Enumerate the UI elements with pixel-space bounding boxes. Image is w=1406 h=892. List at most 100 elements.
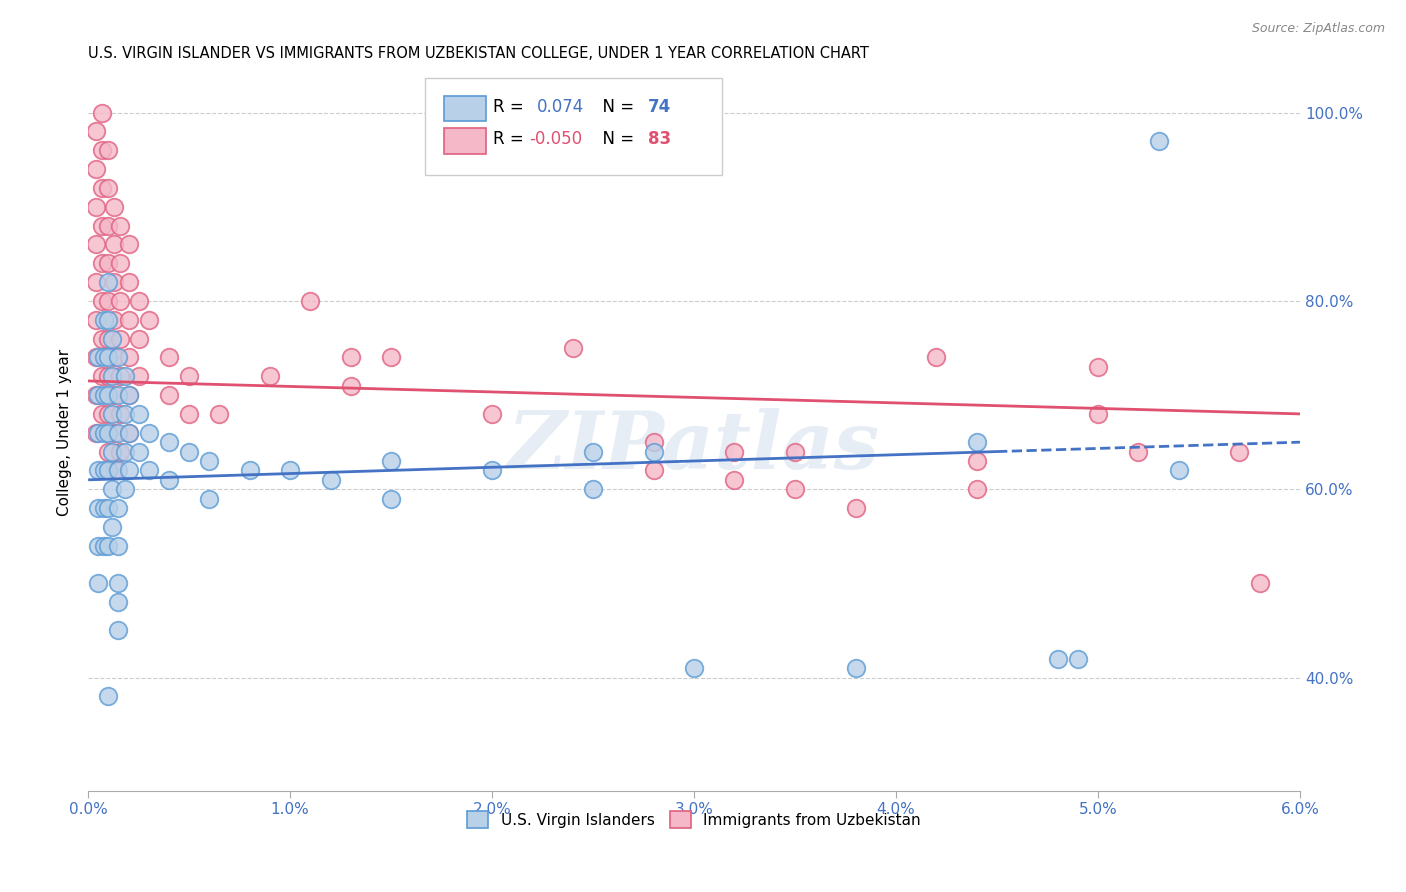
Point	[380, 351, 402, 365]
Y-axis label: College, Under 1 year: College, Under 1 year	[58, 349, 72, 516]
Point	[103, 425, 125, 440]
Point	[97, 293, 120, 308]
Point	[128, 369, 150, 384]
Point	[380, 491, 402, 506]
Point	[93, 388, 115, 402]
Point	[110, 256, 132, 270]
Text: U.S. VIRGIN ISLANDER VS IMMIGRANTS FROM UZBEKISTAN COLLEGE, UNDER 1 YEAR CORRELA: U.S. VIRGIN ISLANDER VS IMMIGRANTS FROM …	[89, 46, 869, 62]
Point	[481, 407, 503, 421]
Text: N =: N =	[592, 98, 640, 116]
Point	[110, 219, 132, 233]
Point	[97, 501, 120, 516]
Point	[87, 425, 110, 440]
Point	[198, 454, 221, 468]
Point	[103, 351, 125, 365]
Point	[643, 463, 665, 477]
Point	[97, 690, 120, 704]
Point	[259, 369, 281, 384]
Point	[91, 332, 114, 346]
Point	[101, 444, 124, 458]
Point	[114, 407, 136, 421]
Point	[97, 332, 120, 346]
Point	[107, 624, 129, 638]
Point	[107, 351, 129, 365]
Point	[91, 293, 114, 308]
Point	[117, 275, 139, 289]
Point	[114, 444, 136, 458]
Point	[117, 237, 139, 252]
Point	[97, 463, 120, 477]
Point	[84, 200, 107, 214]
Point	[208, 407, 231, 421]
Point	[84, 124, 107, 138]
Point	[845, 661, 868, 675]
Point	[97, 388, 120, 402]
Point	[84, 237, 107, 252]
Point	[117, 388, 139, 402]
Point	[339, 351, 361, 365]
Point	[91, 143, 114, 157]
Point	[97, 256, 120, 270]
Point	[380, 454, 402, 468]
Point	[114, 369, 136, 384]
Point	[128, 332, 150, 346]
Point	[103, 275, 125, 289]
Point	[723, 444, 745, 458]
Point	[278, 463, 301, 477]
Point	[97, 369, 120, 384]
Point	[966, 482, 988, 496]
Point	[114, 482, 136, 496]
Point	[97, 181, 120, 195]
Legend: U.S. Virgin Islanders, Immigrants from Uzbekistan: U.S. Virgin Islanders, Immigrants from U…	[461, 805, 927, 835]
Point	[101, 369, 124, 384]
Text: N =: N =	[592, 130, 640, 148]
Point	[1067, 652, 1090, 666]
Point	[103, 463, 125, 477]
Point	[97, 407, 120, 421]
Point	[117, 463, 139, 477]
Point	[87, 351, 110, 365]
Point	[582, 482, 605, 496]
Point	[93, 351, 115, 365]
Point	[723, 473, 745, 487]
Point	[179, 444, 201, 458]
Point	[107, 595, 129, 609]
FancyBboxPatch shape	[444, 128, 485, 153]
Point	[1249, 576, 1271, 591]
Point	[198, 491, 221, 506]
Point	[97, 425, 120, 440]
Point	[110, 332, 132, 346]
Point	[643, 444, 665, 458]
Point	[783, 482, 806, 496]
Text: 74: 74	[648, 98, 671, 116]
Point	[157, 435, 180, 450]
Point	[87, 463, 110, 477]
Point	[101, 482, 124, 496]
Point	[97, 539, 120, 553]
Text: ZIPatlas: ZIPatlas	[508, 409, 880, 486]
Point	[117, 351, 139, 365]
Point	[110, 293, 132, 308]
Point	[138, 312, 160, 326]
Point	[97, 219, 120, 233]
Point	[157, 351, 180, 365]
Point	[101, 520, 124, 534]
Point	[299, 293, 322, 308]
FancyBboxPatch shape	[444, 95, 485, 121]
Point	[117, 388, 139, 402]
Point	[1046, 652, 1069, 666]
Point	[87, 501, 110, 516]
Point	[93, 425, 115, 440]
Point	[93, 463, 115, 477]
FancyBboxPatch shape	[425, 78, 721, 175]
Point	[107, 425, 129, 440]
Point	[84, 312, 107, 326]
Point	[481, 463, 503, 477]
Point	[110, 369, 132, 384]
Text: 83: 83	[648, 130, 671, 148]
Point	[966, 435, 988, 450]
Point	[84, 388, 107, 402]
Point	[783, 444, 806, 458]
Point	[683, 661, 706, 675]
Text: R =: R =	[494, 130, 529, 148]
